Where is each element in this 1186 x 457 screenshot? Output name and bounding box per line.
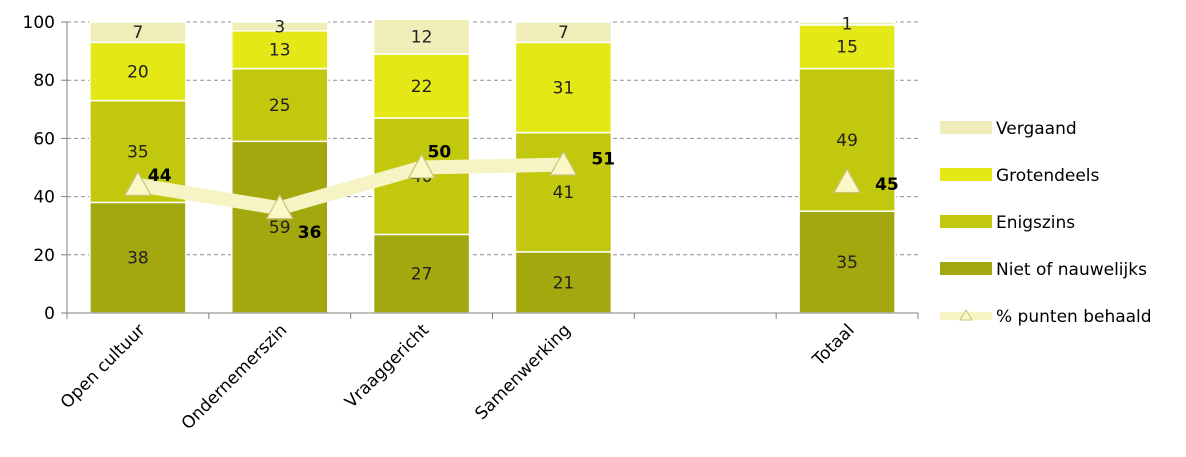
line-data-label: 51 <box>591 150 615 170</box>
bar-segment <box>798 21 896 26</box>
legend-swatch <box>940 121 992 134</box>
data-label: 49 <box>836 131 858 151</box>
bar-segment <box>798 210 896 314</box>
legend-marker <box>959 309 973 321</box>
data-label: 25 <box>269 96 291 116</box>
legend-label: Niet of nauwelijks <box>996 260 1147 280</box>
x-tick-label: Open cultuur <box>57 320 150 413</box>
line-marker <box>407 153 436 179</box>
legend-label: Grotendeels <box>996 166 1100 186</box>
bar-segment <box>89 201 187 314</box>
bar-segment <box>231 67 329 143</box>
bar-segment <box>231 29 329 70</box>
data-label: 41 <box>553 183 575 203</box>
data-label: 31 <box>553 78 575 98</box>
legend-label: Vergaand <box>996 119 1077 139</box>
line-data-label: 50 <box>428 143 452 163</box>
bar-segment <box>89 41 187 102</box>
x-tick-label: Ondernemerszin <box>178 320 292 434</box>
legend-swatch <box>940 168 992 181</box>
data-label: 15 <box>836 38 858 58</box>
legend-swatch <box>940 215 992 228</box>
x-tick-label: Totaal <box>808 320 858 370</box>
legend-label: Enigszins <box>996 213 1075 233</box>
y-tick-label: 0 <box>44 304 55 324</box>
line-data-label: 44 <box>148 166 172 186</box>
line-data-label: 45 <box>875 175 899 195</box>
line-series: 44 36 50 51 45 <box>123 143 899 243</box>
data-label: 35 <box>836 253 858 273</box>
y-tick-label: 60 <box>33 129 55 149</box>
legend: Vergaand Grotendeels Enigszins Niet of nauw… <box>940 119 1152 327</box>
line-marker <box>265 194 294 220</box>
data-label: 22 <box>411 77 433 97</box>
bar-segment <box>372 53 471 119</box>
data-label: 1 <box>842 14 853 34</box>
bar-segment <box>798 24 896 70</box>
bar-segment <box>514 41 613 134</box>
data-label: 35 <box>127 142 149 162</box>
x-tick-label: Samenwerking <box>471 320 575 424</box>
data-label: 21 <box>553 273 575 293</box>
bar-segment <box>231 21 329 32</box>
y-tick-label: 20 <box>33 246 55 266</box>
data-label: 3 <box>274 17 285 37</box>
data-label: 27 <box>411 265 433 285</box>
data-label: 7 <box>558 23 569 43</box>
line-path <box>130 157 571 216</box>
line-data-label: 36 <box>298 223 322 243</box>
data-label: 59 <box>269 218 291 238</box>
data-label: 7 <box>133 23 144 43</box>
bar-segment <box>372 18 471 55</box>
data-label: 12 <box>411 28 433 48</box>
bar-segment <box>514 21 613 44</box>
x-tick-label: Vraaggericht <box>341 320 433 412</box>
data-label: 38 <box>127 249 149 269</box>
line-marker <box>833 167 862 194</box>
line-marker <box>123 170 152 196</box>
y-tick-label: 40 <box>33 188 55 208</box>
legend-swatch <box>940 262 992 275</box>
bar-segment <box>372 233 471 314</box>
data-label: 20 <box>127 62 149 82</box>
y-tick-label: 80 <box>33 71 55 91</box>
y-tick-label: 100 <box>23 13 55 33</box>
line-marker <box>549 150 578 176</box>
data-label: 13 <box>269 41 291 61</box>
legend-label: % punten behaald <box>996 307 1152 327</box>
gridlines <box>67 21 918 256</box>
bar-segment <box>89 21 187 44</box>
